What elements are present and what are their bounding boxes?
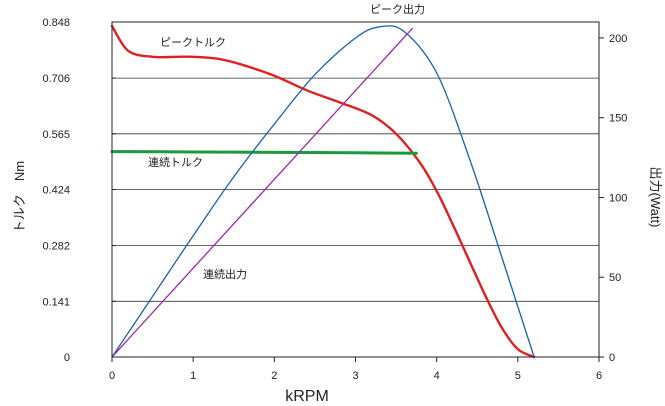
grid-lines xyxy=(112,77,599,302)
y-left-tick-label: 0 xyxy=(64,352,70,364)
y-left-tick-label: 0.282 xyxy=(42,241,70,253)
x-tick-label: 1 xyxy=(190,370,196,382)
tick-layer: 00.1410.2820.4240.5650.7060.848050100150… xyxy=(42,17,627,382)
y-right-tick-label: 200 xyxy=(609,33,627,45)
series-continuous-power xyxy=(111,27,413,358)
y-left-tick-label: 0.565 xyxy=(42,129,70,141)
x-tick-label: 3 xyxy=(352,370,358,382)
annotation-continuous-power: 連続出力 xyxy=(203,267,247,281)
y-left-tick-label: 0.848 xyxy=(42,17,70,29)
series-layer xyxy=(110,24,536,359)
y-right-tick-label: 150 xyxy=(609,113,627,125)
annotation-peak-power: ピーク出力 xyxy=(370,2,425,16)
x-tick-label: 0 xyxy=(109,370,115,382)
y-right-tick-label: 100 xyxy=(609,192,627,204)
annotation-peak-torque: ピークトルク xyxy=(160,36,226,49)
y-left-tick-label: 0.141 xyxy=(42,296,70,308)
series-peak-torque xyxy=(110,24,536,359)
y-left-tick-label: 0.424 xyxy=(42,185,70,197)
series-continuous-torque xyxy=(110,150,418,155)
y-right-tick-label: 50 xyxy=(609,272,621,284)
x-tick-label: 6 xyxy=(596,370,602,382)
y-axis-left-title: トルク Nm xyxy=(12,161,27,233)
y-right-tick-label: 0 xyxy=(609,352,615,364)
y-axis-right-title: 出力(Watt) xyxy=(648,167,663,228)
x-tick-label: 2 xyxy=(271,370,277,382)
series-peak-power xyxy=(111,25,535,358)
x-axis-title: kRPM xyxy=(285,388,329,405)
x-tick-label: 4 xyxy=(434,370,440,382)
x-tick-label: 5 xyxy=(515,370,521,382)
annotation-continuous-torque: 連続トルク xyxy=(148,155,203,169)
y-left-tick-label: 0.706 xyxy=(42,73,70,85)
